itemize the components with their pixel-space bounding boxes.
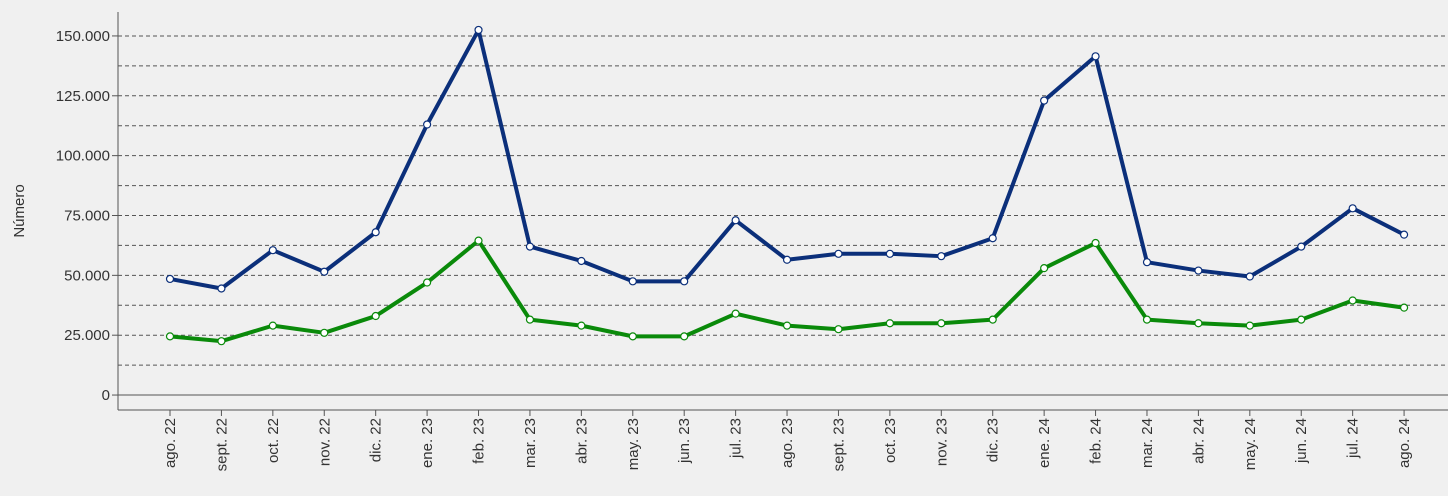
x-tick-label: oct. 22 bbox=[265, 418, 282, 463]
data-point bbox=[937, 319, 946, 328]
data-point bbox=[371, 311, 380, 321]
data-point bbox=[577, 321, 586, 330]
x-tick-label: nov. 23 bbox=[933, 418, 950, 466]
x-tick-label: jun. 23 bbox=[676, 418, 693, 464]
y-tick-label: 50.000 bbox=[64, 267, 110, 284]
y-axis-label: Número bbox=[11, 184, 28, 237]
data-point bbox=[1142, 258, 1152, 267]
data-point bbox=[731, 309, 740, 318]
data-point bbox=[628, 332, 637, 341]
data-point bbox=[834, 325, 843, 334]
x-tick-label: dic. 22 bbox=[368, 418, 385, 462]
y-tick-label: 150.000 bbox=[56, 28, 110, 45]
data-point bbox=[423, 120, 432, 129]
data-point bbox=[320, 267, 329, 276]
data-point bbox=[731, 216, 740, 225]
data-point bbox=[834, 249, 843, 258]
x-tick-label: sept. 22 bbox=[213, 418, 230, 471]
x-tick-label: jul. 23 bbox=[728, 418, 745, 459]
data-point bbox=[474, 236, 483, 245]
x-tick-label: nov. 22 bbox=[316, 418, 333, 466]
x-tick-label: ene. 23 bbox=[419, 418, 436, 468]
x-tick-label: ago. 24 bbox=[1396, 418, 1413, 468]
data-point bbox=[217, 337, 226, 346]
data-point bbox=[217, 284, 226, 293]
data-point bbox=[320, 328, 329, 337]
plot-area bbox=[118, 12, 1448, 410]
data-point bbox=[1348, 296, 1357, 305]
data-point bbox=[474, 25, 483, 35]
x-tick-label: sept. 23 bbox=[830, 418, 847, 471]
data-point bbox=[1040, 264, 1049, 273]
y-tick-label: 100.000 bbox=[56, 148, 110, 165]
data-point bbox=[1297, 315, 1306, 324]
data-point bbox=[680, 332, 689, 341]
data-point bbox=[371, 228, 380, 237]
data-point bbox=[1194, 266, 1203, 275]
data-point bbox=[525, 315, 535, 324]
data-point bbox=[165, 274, 175, 284]
data-point bbox=[1194, 319, 1203, 328]
x-tick-label: may. 23 bbox=[625, 418, 642, 470]
x-tick-label: jun. 24 bbox=[1293, 418, 1310, 464]
x-tick-label: ago. 23 bbox=[779, 418, 796, 468]
x-tick-label: abr. 23 bbox=[573, 418, 590, 464]
x-tick-label: may. 24 bbox=[1242, 418, 1259, 470]
data-point bbox=[1091, 52, 1100, 61]
x-tick-label: mar. 23 bbox=[522, 418, 539, 468]
data-point bbox=[1297, 242, 1306, 251]
data-point bbox=[577, 256, 586, 266]
data-point bbox=[1245, 272, 1254, 281]
data-point bbox=[423, 278, 432, 287]
y-tick-label: 125.000 bbox=[56, 88, 110, 105]
x-tick-label: jul. 24 bbox=[1345, 418, 1362, 459]
data-point bbox=[1348, 204, 1357, 213]
data-point bbox=[1399, 303, 1409, 312]
data-point bbox=[680, 277, 689, 286]
data-point bbox=[1245, 321, 1254, 330]
y-tick-label: 25.000 bbox=[64, 327, 110, 344]
y-tick-label: 0 bbox=[102, 387, 110, 404]
data-point bbox=[1399, 230, 1409, 239]
data-point bbox=[782, 321, 792, 330]
data-point bbox=[885, 249, 894, 258]
data-point bbox=[1091, 238, 1100, 248]
data-point bbox=[628, 277, 637, 286]
x-tick-label: ago. 22 bbox=[162, 418, 179, 468]
x-tick-label: oct. 23 bbox=[882, 418, 899, 463]
x-tick-label: dic. 23 bbox=[985, 418, 1002, 462]
data-point bbox=[1040, 96, 1049, 105]
data-point bbox=[988, 234, 997, 243]
x-tick-label: abr. 24 bbox=[1190, 418, 1207, 464]
data-point bbox=[937, 252, 946, 261]
x-tick-label: feb. 24 bbox=[1088, 418, 1105, 464]
x-tick-label: feb. 23 bbox=[471, 418, 488, 464]
x-tick-label: ene. 24 bbox=[1036, 418, 1053, 468]
x-tick-label: mar. 24 bbox=[1139, 418, 1156, 468]
data-point bbox=[268, 246, 277, 255]
data-point bbox=[988, 315, 997, 324]
y-tick-label: 75.000 bbox=[64, 207, 110, 224]
data-point bbox=[1142, 315, 1152, 324]
data-point bbox=[268, 321, 277, 330]
data-point bbox=[525, 242, 535, 251]
data-point bbox=[165, 332, 175, 341]
data-point bbox=[782, 255, 792, 264]
data-point bbox=[885, 319, 894, 328]
